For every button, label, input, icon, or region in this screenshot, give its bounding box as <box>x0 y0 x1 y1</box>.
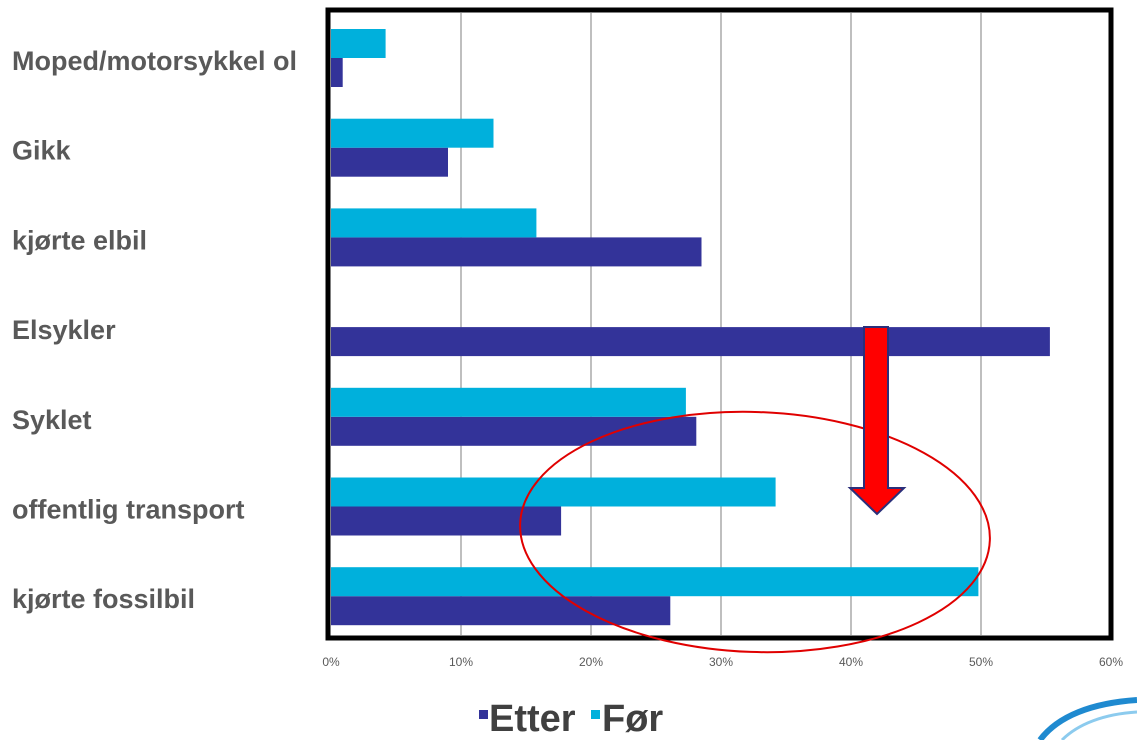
bar-etter-offentlig-transport <box>331 506 562 536</box>
logo-arc-icon <box>1037 697 1137 740</box>
bar-for-moped-motorsykkel-ol <box>331 29 386 58</box>
x-tick-label-50: 50% <box>969 655 993 669</box>
x-tick-label-60: 60% <box>1099 655 1123 669</box>
x-tick-label-20: 20% <box>579 655 603 669</box>
bar-for-offentlig-transport <box>331 477 776 507</box>
x-tick-label-30: 30% <box>709 655 733 669</box>
legend-swatch-etter <box>479 710 488 719</box>
plot-area-border <box>325 7 1114 641</box>
highlight-ellipse <box>519 410 991 654</box>
logo-fragment <box>1037 697 1137 740</box>
category-label-syklet: Syklet <box>12 405 92 435</box>
legend: Etter Før <box>479 698 663 740</box>
bar-for-syklet <box>331 387 686 417</box>
legend-swatch-for <box>591 710 600 719</box>
bar-etter-syklet <box>331 416 697 446</box>
x-tick-label-10: 10% <box>449 655 473 669</box>
category-label-kjorte-fossilbil: kjørte fossilbil <box>12 584 195 614</box>
bar-etter-kjorte-elbil <box>331 237 702 267</box>
bar-for-kjorte-elbil <box>331 208 537 238</box>
category-labels: Moped/motorsykkel ol Gikk kjørte elbil Elsy… <box>12 46 297 614</box>
bars <box>331 29 1050 626</box>
category-label-moped-motorsykkel-ol: Moped/motorsykkel ol <box>12 46 297 76</box>
category-label-gikk: Gikk <box>12 136 72 166</box>
category-label-elsykler: Elsykler <box>12 315 116 345</box>
legend-label-for: Før <box>602 698 663 740</box>
bar-etter-elsykler <box>331 327 1050 357</box>
bar-etter-gikk <box>331 147 448 177</box>
category-label-kjorte-elbil: kjørte elbil <box>12 225 147 255</box>
category-label-offentlig-transport: offentlig transport <box>12 495 244 525</box>
x-tick-label-40: 40% <box>839 655 863 669</box>
bar-etter-moped-motorsykkel-ol <box>331 58 343 87</box>
bar-for-gikk <box>331 118 494 148</box>
legend-label-etter: Etter <box>489 698 576 740</box>
down-arrow-icon <box>847 326 907 516</box>
logo-inner-arc-icon <box>1060 710 1137 740</box>
bar-for-kjorte-fossilbil <box>331 567 979 597</box>
gridlines <box>460 13 982 635</box>
x-tick-label-0: 0% <box>322 655 340 669</box>
x-axis-tick-labels: 0% 10% 20% 30% 40% 50% 60% <box>322 655 1123 669</box>
bar-etter-kjorte-fossilbil <box>331 596 671 626</box>
